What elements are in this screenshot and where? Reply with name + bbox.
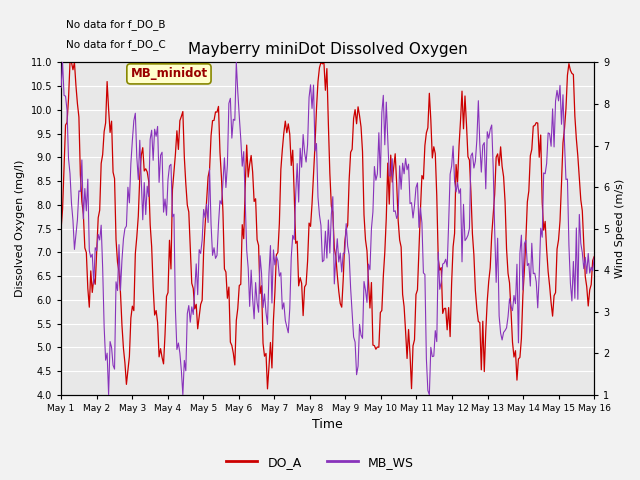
Title: Mayberry miniDot Dissolved Oxygen: Mayberry miniDot Dissolved Oxygen (188, 42, 467, 57)
Text: No data for f_DO_C: No data for f_DO_C (67, 39, 166, 50)
Text: MB_minidot: MB_minidot (131, 67, 207, 80)
Legend: DO_A, MB_WS: DO_A, MB_WS (221, 451, 419, 474)
Y-axis label: Wind Speed (m/s): Wind Speed (m/s) (615, 179, 625, 278)
Text: No data for f_DO_B: No data for f_DO_B (67, 19, 166, 30)
X-axis label: Time: Time (312, 419, 343, 432)
Y-axis label: Dissolved Oxygen (mg/l): Dissolved Oxygen (mg/l) (15, 160, 25, 297)
